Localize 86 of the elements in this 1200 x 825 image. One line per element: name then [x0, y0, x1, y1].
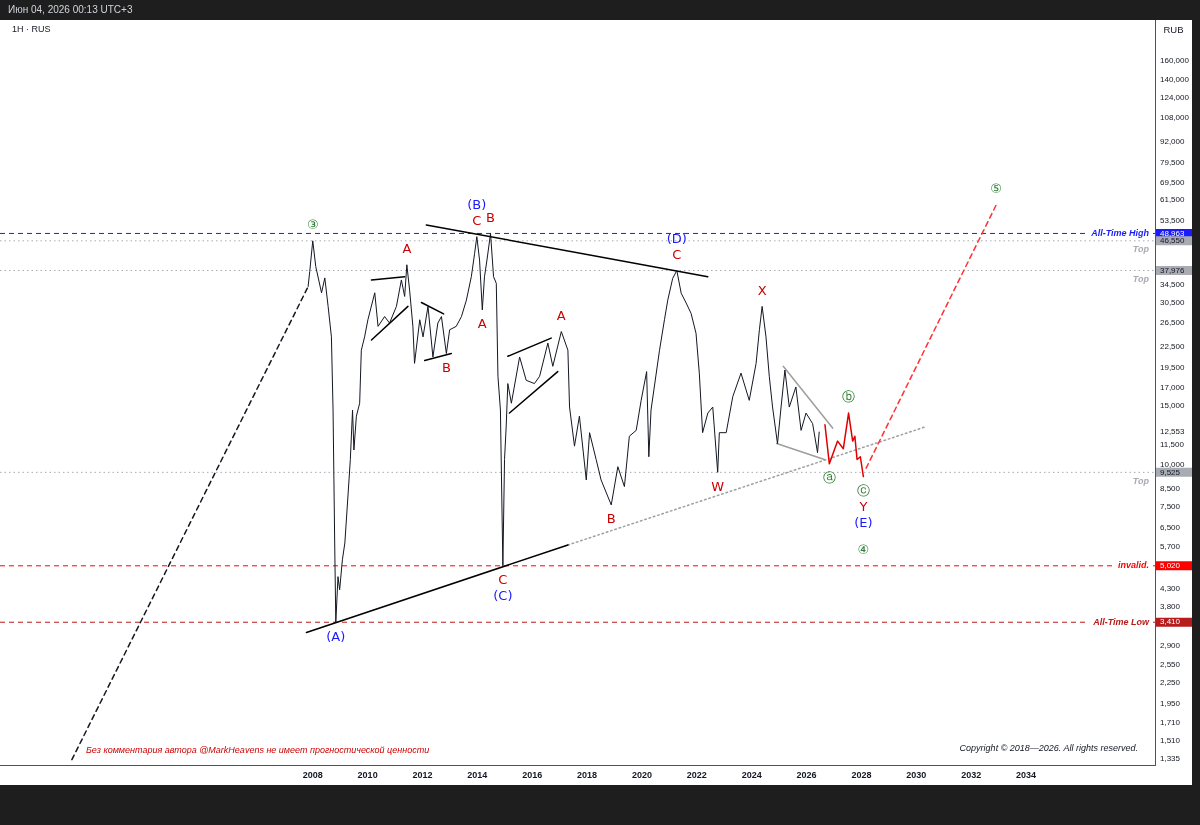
x-tick-label: 2014	[467, 769, 488, 780]
ref-line-label: Top	[1132, 244, 1150, 255]
y-tick-label: 9,525	[1160, 467, 1181, 477]
annotation: C	[672, 246, 682, 262]
y-tick-label: 19,500	[1160, 362, 1186, 372]
ref-line-label: Top	[1132, 475, 1150, 486]
y-tick-label: 3,410	[1160, 617, 1181, 627]
y-tick-label: 8,500	[1160, 484, 1181, 494]
annotation: W	[711, 478, 725, 494]
y-tick-label: 6,500	[1160, 523, 1181, 533]
y-tick-label: 2,550	[1160, 659, 1181, 669]
annotation: (A)	[326, 628, 346, 644]
annotation: Без комментария автора @MarkHeavens не имеет прогностической ценности	[86, 744, 430, 755]
y-tick-label: 34,500	[1160, 279, 1186, 289]
y-tick-label: 46,550	[1160, 236, 1186, 246]
x-tick-label: 2022	[686, 769, 707, 780]
y-tick-label: 108,000	[1160, 113, 1190, 123]
annotation: ⓑ	[842, 389, 856, 405]
y-tick-label: 5,700	[1160, 542, 1181, 552]
y-tick-label: 10,000	[1160, 460, 1186, 470]
y-tick-label: 92,000	[1160, 136, 1186, 146]
y-tick-label: 17,000	[1160, 383, 1186, 393]
annotation: (D)	[666, 230, 687, 246]
y-tick-label: 7,500	[1160, 502, 1181, 512]
y-tick-label: 140,000	[1160, 75, 1190, 85]
y-tick-label: 15,000	[1160, 401, 1186, 411]
y-tick-label: 79,500	[1160, 157, 1186, 167]
x-tick-label: 2026	[796, 769, 817, 780]
annotation: Copyright © 2018—2026. All rights reserved.	[959, 742, 1138, 753]
y-tick-label: 69,500	[1160, 177, 1186, 187]
x-tick-label: 2018	[577, 769, 598, 780]
x-tick-label: 2016	[522, 769, 543, 780]
annotation: ③	[306, 217, 319, 233]
x-tick-label: 2012	[412, 769, 433, 780]
x-tick-label: 2024	[741, 769, 762, 780]
y-tick-label: 11,500	[1160, 440, 1185, 450]
ref-line-label: Top	[1132, 274, 1150, 285]
annotation: Y	[858, 499, 868, 514]
x-tick-label: 2034	[1016, 769, 1037, 780]
y-tick-label: 5,020	[1160, 561, 1181, 571]
annotation: A	[402, 241, 412, 257]
x-tick-label: 2010	[357, 769, 378, 780]
annotation: C	[498, 572, 508, 588]
y-axis-title: RUB	[1163, 23, 1184, 35]
y-tick-label: 160,000	[1160, 55, 1190, 65]
y-tick-label: 53,500	[1160, 215, 1186, 225]
y-tick-label: 1,950	[1160, 699, 1181, 708]
y-tick-label: 3,800	[1160, 601, 1181, 611]
y-tick-label: 37,976	[1160, 265, 1186, 275]
y-tick-label: 1,710	[1160, 718, 1181, 728]
annotation: A	[477, 316, 487, 332]
annotation: (B)	[467, 197, 487, 213]
annotation: B	[606, 511, 616, 527]
x-tick-label: 2030	[906, 769, 927, 780]
text: 1H · RUS	[12, 24, 51, 35]
ref-line-label: All-Time High	[1090, 227, 1150, 238]
x-tick-label: 2032	[961, 769, 982, 780]
y-tick-label: 48,963	[1160, 228, 1186, 238]
x-tick-label: 2028	[851, 769, 872, 780]
y-tick-label: 1,335	[1160, 754, 1181, 764]
annotation: (E)	[854, 515, 873, 530]
annotation: ⑤	[990, 181, 1002, 197]
y-tick-label: 124,000	[1160, 93, 1190, 103]
ref-line-label: invalid.	[1117, 560, 1149, 571]
annotation: B	[486, 209, 495, 225]
y-tick-label: 26,500	[1160, 318, 1186, 328]
ref-line-label: All-Time Low	[1092, 616, 1150, 627]
annotation: ⓒ	[856, 483, 870, 498]
y-tick-label: 2,900	[1160, 641, 1181, 651]
x-tick-label: 2008	[302, 769, 323, 780]
x-tick-label: 2020	[631, 769, 652, 780]
annotation: ④	[857, 542, 870, 558]
annotation: B	[441, 359, 451, 375]
y-tick-label: 4,300	[1160, 583, 1181, 593]
annotation: X	[757, 282, 767, 298]
annotation: C	[472, 213, 482, 229]
y-tick-label: 12,553	[1160, 427, 1186, 437]
annotation: A	[556, 307, 566, 323]
y-tick-label: 2,250	[1160, 678, 1181, 688]
annotation: (C)	[493, 588, 513, 604]
y-tick-label: 61,500	[1160, 195, 1186, 205]
annotation: ⓐ	[822, 470, 836, 486]
y-tick-label: 30,500	[1160, 297, 1186, 307]
y-tick-label: 22,500	[1160, 342, 1186, 352]
chart-title: Июн 04, 2026 00:13 UTC+3	[8, 3, 133, 15]
y-tick-label: 1,510	[1160, 736, 1181, 746]
